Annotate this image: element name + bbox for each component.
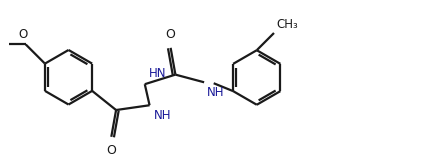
Text: CH₃: CH₃ [276,18,297,31]
Text: NH: NH [153,109,171,122]
Text: HN: HN [149,67,166,80]
Text: O: O [18,28,27,41]
Text: O: O [107,144,116,157]
Text: O: O [166,28,175,41]
Text: NH: NH [207,86,225,99]
